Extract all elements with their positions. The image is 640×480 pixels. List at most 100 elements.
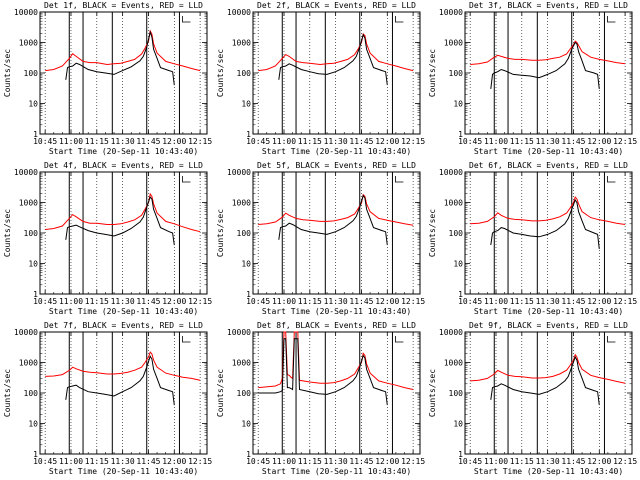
panel-title: Det 4f, BLACK = Events, RED = LLD (44, 161, 203, 170)
x-tick-label: 11:15 (510, 297, 534, 306)
x-tick-label: 12:15 (401, 457, 425, 466)
x-axis-label: Start Time (20-Sep-11 10:43:40) (262, 147, 411, 156)
x-tick-label: 11:00 (484, 457, 508, 466)
x-tick-label: 12:15 (188, 137, 212, 146)
series-lld (470, 353, 626, 384)
x-tick-label: 11:45 (561, 137, 585, 146)
plot-frame (252, 331, 421, 455)
series-events (65, 355, 175, 406)
y-tick-label: 10000 (14, 8, 38, 17)
y-tick-label: 10 (28, 260, 38, 269)
panel-title: Det 9f, BLACK = Events, RED = LLD (469, 321, 628, 330)
y-tick-label: 100 (449, 229, 464, 238)
x-tick-label: 11:30 (324, 137, 348, 146)
y-tick-label: 10000 (227, 168, 251, 177)
y-tick-label: 10000 (439, 8, 463, 17)
series-events (490, 41, 600, 89)
x-tick-label: 11:15 (510, 457, 534, 466)
corner-marker (395, 16, 404, 23)
x-axis-label: Start Time (20-Sep-11 10:43:40) (49, 147, 198, 156)
y-tick-label: 10000 (14, 328, 38, 337)
y-tick-label: 1 (246, 130, 251, 139)
x-axis-label: Start Time (20-Sep-11 10:43:40) (262, 307, 411, 316)
y-tick-label: 1 (458, 290, 463, 299)
corner-marker (182, 16, 191, 23)
series-events (258, 338, 388, 406)
y-tick-label: 1 (246, 290, 251, 299)
y-tick-label: 100 (449, 389, 464, 398)
y-axis-label: Counts/sec (216, 49, 225, 97)
y-tick-label: 10000 (227, 8, 251, 17)
y-tick-label: 100 (24, 389, 39, 398)
x-tick-label: 11:15 (298, 297, 322, 306)
x-axis-label: Start Time (20-Sep-11 10:43:40) (49, 307, 198, 316)
x-tick-label: 10:45 (246, 297, 270, 306)
x-tick-label: 10:45 (246, 137, 270, 146)
x-tick-label: 11:30 (536, 137, 560, 146)
series-lld (45, 351, 201, 381)
y-tick-label: 10000 (227, 328, 251, 337)
y-tick-label: 1 (33, 290, 38, 299)
x-tick-label: 12:15 (401, 297, 425, 306)
x-axis-label: Start Time (20-Sep-11 10:43:40) (49, 467, 198, 476)
series-events (278, 194, 388, 246)
y-tick-label: 10 (241, 420, 251, 429)
x-tick-label: 12:00 (587, 457, 611, 466)
panel-title: Det 1f, BLACK = Events, RED = LLD (44, 1, 203, 10)
y-tick-label: 100 (237, 229, 252, 238)
x-tick-label: 11:15 (298, 137, 322, 146)
y-tick-label: 100 (24, 69, 39, 78)
x-tick-label: 12:00 (162, 297, 186, 306)
panel-title: Det 8f, BLACK = Events, RED = LLD (257, 321, 416, 330)
x-tick-label: 12:15 (401, 137, 425, 146)
x-tick-label: 11:15 (298, 457, 322, 466)
y-tick-label: 10 (241, 260, 251, 269)
x-tick-label: 10:45 (33, 137, 57, 146)
plot-frame (39, 331, 208, 455)
x-tick-label: 12:15 (613, 137, 637, 146)
x-tick-label: 11:15 (85, 297, 109, 306)
plot-frame (252, 171, 421, 295)
y-axis-label: Counts/sec (428, 209, 437, 257)
x-tick-label: 11:00 (272, 137, 296, 146)
corner-marker (182, 176, 191, 183)
x-tick-label: 10:45 (458, 457, 482, 466)
y-tick-label: 1 (246, 450, 251, 459)
y-tick-label: 10 (28, 100, 38, 109)
y-tick-label: 10000 (439, 168, 463, 177)
x-tick-label: 11:45 (349, 297, 373, 306)
x-tick-label: 11:45 (561, 297, 585, 306)
y-tick-label: 1000 (232, 39, 251, 48)
series-lld (258, 193, 414, 226)
series-events (65, 196, 175, 246)
x-tick-label: 12:15 (188, 457, 212, 466)
series-lld (470, 40, 626, 65)
y-tick-label: 1000 (444, 359, 463, 368)
y-tick-label: 10 (453, 420, 463, 429)
y-tick-label: 1000 (19, 359, 38, 368)
x-tick-label: 11:45 (349, 137, 373, 146)
x-tick-label: 11:30 (111, 137, 135, 146)
y-axis-label: Counts/sec (3, 369, 12, 417)
y-tick-label: 1 (33, 130, 38, 139)
y-tick-label: 10 (453, 260, 463, 269)
x-tick-label: 12:00 (375, 457, 399, 466)
y-axis-label: Counts/sec (3, 209, 12, 257)
series-events (278, 33, 388, 86)
x-tick-label: 11:45 (349, 457, 373, 466)
plot-frame (252, 11, 421, 135)
x-tick-label: 11:30 (111, 457, 135, 466)
y-tick-label: 1 (33, 450, 38, 459)
x-tick-label: 10:45 (33, 457, 57, 466)
series-lld (45, 192, 201, 233)
x-tick-label: 10:45 (458, 137, 482, 146)
x-tick-label: 12:15 (188, 297, 212, 306)
y-tick-label: 100 (24, 229, 39, 238)
x-tick-label: 11:45 (136, 137, 160, 146)
corner-marker (395, 176, 404, 183)
